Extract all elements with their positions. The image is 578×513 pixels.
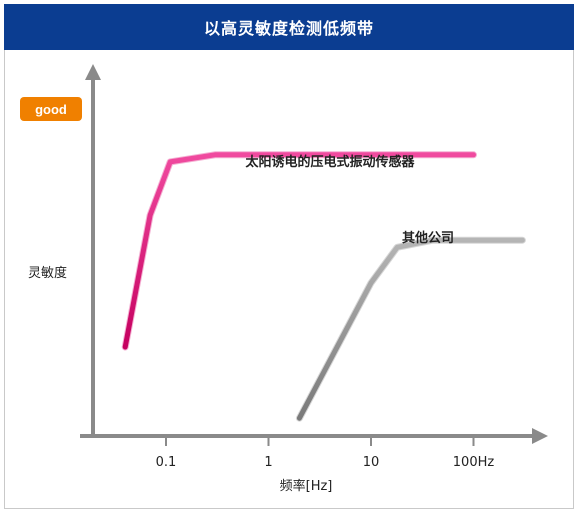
chart-frame bbox=[4, 4, 574, 509]
x-tick-label: 0.1 bbox=[156, 455, 177, 470]
y-axis-arrow bbox=[85, 64, 101, 80]
x-tick-label: 1 bbox=[264, 455, 272, 470]
series-line-shadow bbox=[121, 151, 477, 351]
x-axis-label: 频率[Hz] bbox=[280, 478, 333, 494]
good-badge-label: good bbox=[35, 102, 67, 117]
series-label: 太阳诱电的压电式振动传感器 bbox=[244, 154, 415, 170]
x-axis-arrow bbox=[532, 428, 548, 444]
series-line-taiyo-yuden bbox=[122, 152, 476, 350]
series-line-other-company bbox=[296, 237, 525, 421]
chart-title: 以高灵敏度检测低频带 bbox=[4, 4, 574, 50]
y-axis-label: 灵敏度 bbox=[28, 265, 67, 281]
series-label: 其他公司 bbox=[402, 230, 454, 246]
x-tick-label: 10 bbox=[363, 455, 380, 470]
good-badge: good bbox=[20, 97, 82, 121]
series-line-shadow bbox=[295, 236, 526, 422]
x-tick-label: 100Hz bbox=[453, 455, 495, 470]
